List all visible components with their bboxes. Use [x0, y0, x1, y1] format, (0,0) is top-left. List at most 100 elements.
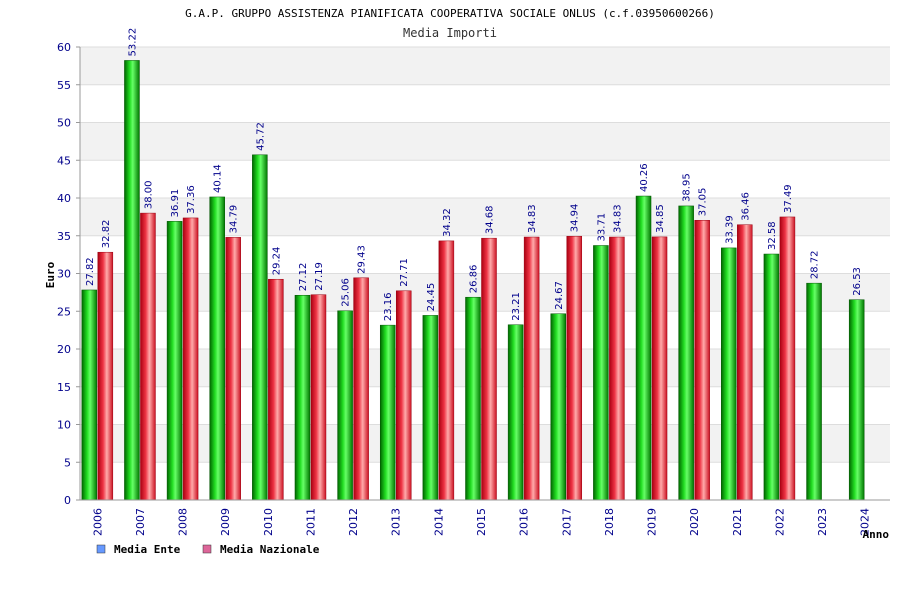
- bar-media-nazionale: [140, 212, 156, 501]
- bar-media-ente: [294, 294, 311, 501]
- value-label: 37.49: [783, 184, 794, 213]
- value-label: 29.24: [271, 247, 282, 276]
- y-tick-label: 45: [57, 154, 71, 167]
- bar-media-nazionale: [566, 235, 583, 501]
- bar-media-nazionale: [225, 237, 241, 501]
- bar-media-ente: [209, 196, 225, 501]
- x-tick-label: 2014: [432, 508, 445, 536]
- value-label: 24.45: [426, 283, 437, 312]
- bar-media-ente: [721, 247, 737, 501]
- plot-band: [80, 84, 890, 123]
- x-tick-label: 2009: [219, 508, 232, 536]
- legend-swatch-media-ente: [96, 544, 106, 554]
- bar-media-nazionale: [737, 224, 753, 501]
- value-label: 37.36: [186, 185, 197, 214]
- x-tick-label: 2007: [134, 508, 147, 536]
- bar-media-ente: [81, 289, 98, 501]
- x-axis-label: Anno: [863, 528, 890, 541]
- x-tick-label: 2012: [347, 508, 360, 536]
- bar-media-nazionale: [182, 217, 199, 501]
- value-label: 34.83: [612, 204, 623, 233]
- x-tick-label: 2008: [177, 508, 190, 536]
- bars: [81, 60, 865, 501]
- bar-media-ente: [166, 221, 183, 501]
- bar-media-ente: [806, 282, 822, 501]
- x-tick-label: 2011: [304, 508, 317, 536]
- value-label: 27.12: [298, 263, 309, 292]
- value-label: 34.94: [570, 204, 581, 233]
- bar-media-nazionale: [523, 236, 540, 501]
- chart-subtitle: Media Importi: [403, 26, 497, 40]
- value-label: 23.16: [383, 293, 394, 322]
- bar-media-ente: [337, 310, 353, 501]
- x-tick-label: 2021: [731, 508, 744, 536]
- bar-media-ente: [465, 296, 481, 501]
- y-axis-label: Euro: [44, 261, 57, 288]
- value-label: 34.79: [229, 205, 240, 234]
- x-tick-label: 2016: [518, 508, 531, 536]
- value-label: 34.85: [655, 204, 666, 233]
- value-label: 36.46: [740, 192, 751, 221]
- value-label: 36.91: [170, 189, 181, 218]
- y-tick-label: 50: [57, 117, 71, 130]
- y-tick-label: 60: [57, 41, 71, 54]
- value-label: 25.06: [341, 278, 352, 307]
- value-label: 40.14: [213, 164, 224, 193]
- plot-band: [80, 160, 890, 198]
- value-label: 33.71: [596, 213, 607, 242]
- bar-media-ente: [252, 154, 268, 501]
- value-label: 27.71: [399, 258, 410, 287]
- bar-media-nazionale: [268, 278, 284, 501]
- x-tick-label: 2015: [475, 508, 488, 536]
- x-tick-label: 2024: [859, 508, 872, 536]
- y-tick-label: 10: [57, 419, 71, 432]
- value-label: 27.19: [314, 262, 325, 291]
- bar-media-ente: [379, 324, 396, 501]
- value-label: 32.82: [101, 220, 112, 249]
- value-label: 38.00: [143, 180, 154, 209]
- bar-media-nazionale: [438, 240, 455, 501]
- y-tick-label: 40: [57, 192, 71, 205]
- value-label: 37.05: [698, 188, 709, 217]
- x-tick-label: 2010: [262, 508, 275, 536]
- value-label: 28.72: [810, 251, 821, 280]
- bar-media-nazionale: [481, 237, 497, 501]
- bar-media-ente: [124, 60, 140, 501]
- chart-title: G.A.P. GRUPPO ASSISTENZA PIANIFICATA COO…: [185, 7, 715, 20]
- value-label: 34.83: [527, 204, 538, 233]
- value-label: 24.67: [554, 281, 565, 310]
- y-tick-label: 15: [57, 381, 71, 394]
- y-tick-label: 25: [57, 305, 71, 318]
- plot-band: [80, 122, 890, 161]
- bar-media-nazionale: [395, 290, 412, 501]
- value-label: 33.39: [724, 215, 735, 244]
- value-label: 29.43: [357, 245, 368, 274]
- x-tick-label: 2020: [688, 508, 701, 536]
- bar-media-nazionale: [353, 277, 369, 501]
- y-tick-label: 35: [57, 230, 71, 243]
- x-tick-label: 2022: [773, 508, 786, 536]
- value-label: 45.72: [255, 122, 266, 151]
- bar-media-ente: [422, 315, 439, 501]
- bar-media-ente: [550, 313, 567, 501]
- x-tick-label: 2019: [646, 508, 659, 536]
- bar-media-ente: [678, 205, 694, 501]
- bar-media-nazionale: [97, 251, 114, 501]
- bar-media-ente: [507, 324, 524, 501]
- value-label: 23.21: [511, 292, 522, 321]
- legend-swatch-media-nazionale: [202, 544, 212, 554]
- bar-media-nazionale: [694, 220, 710, 501]
- value-label: 40.26: [639, 163, 650, 192]
- y-axis-ticks: 0 5 10 15 20 25 30 35 40 45 50 55 60: [57, 41, 80, 507]
- value-label: 34.68: [485, 206, 496, 235]
- legend-label-media-nazionale: Media Nazionale: [220, 543, 320, 556]
- y-tick-label: 30: [57, 268, 71, 281]
- x-tick-label: 2023: [816, 508, 829, 536]
- plot-band: [80, 47, 890, 85]
- value-label: 32.58: [767, 221, 778, 250]
- x-tick-label: 2018: [603, 508, 616, 536]
- y-tick-label: 20: [57, 343, 71, 356]
- value-label: 26.53: [852, 267, 863, 296]
- bar-media-ente: [763, 253, 780, 501]
